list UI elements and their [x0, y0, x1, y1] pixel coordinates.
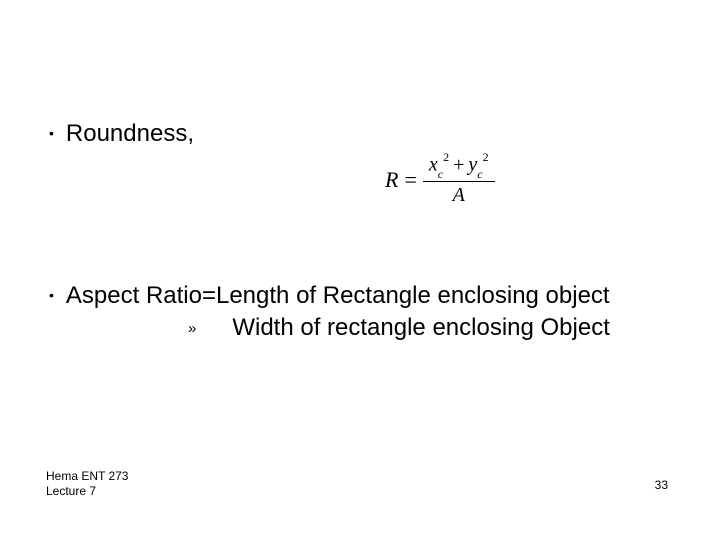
- footer-author: Hema ENT 273: [46, 469, 128, 485]
- bullet-aspect: • Aspect Ratio=Length of Rectangle enclo…: [49, 282, 610, 310]
- bullet-roundness: • Roundness,: [49, 120, 194, 148]
- num-x-sub: c: [438, 167, 443, 181]
- footer-left: Hema ENT 273 Lecture 7: [46, 469, 128, 500]
- bullet-dot-icon: •: [49, 287, 54, 303]
- raquo-icon: »: [188, 320, 196, 337]
- num-plus: +: [453, 154, 464, 176]
- bullet-aspect-text: Aspect Ratio=Length of Rectangle enclosi…: [66, 282, 610, 310]
- bullet-roundness-text: Roundness,: [66, 120, 194, 148]
- num-y-sup: 2: [483, 150, 489, 164]
- num-y-var: y: [468, 154, 477, 176]
- num-x-var: x: [429, 154, 438, 176]
- bullet-aspect-sub: » Width of rectangle enclosing Object: [188, 314, 610, 342]
- formula-fraction: xc2+yc2 A: [423, 153, 495, 207]
- num-x-sup: 2: [443, 150, 449, 164]
- formula-lhs: R: [385, 167, 398, 192]
- formula-eq: =: [404, 167, 416, 192]
- footer-page-number: 33: [655, 478, 668, 492]
- num-y-sub: c: [477, 167, 482, 181]
- bullet-aspect-sub-text: Width of rectangle enclosing Object: [232, 314, 610, 342]
- formula-numerator: xc2+yc2: [423, 153, 495, 182]
- slide: • Roundness, R= xc2+yc2 A • Aspect Ratio…: [0, 0, 720, 540]
- roundness-formula: R= xc2+yc2 A: [385, 155, 495, 209]
- bullet-dot-icon: •: [49, 125, 54, 141]
- formula-denominator: A: [423, 182, 495, 207]
- footer-lecture: Lecture 7: [46, 484, 128, 500]
